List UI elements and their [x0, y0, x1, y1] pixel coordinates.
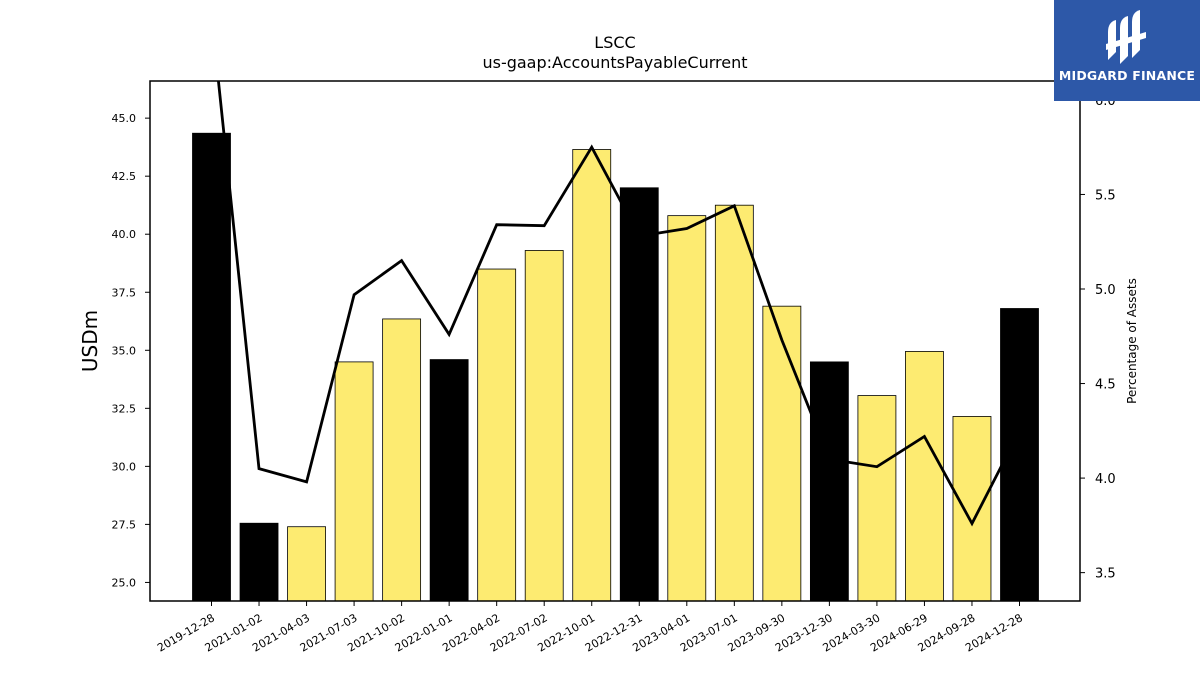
bar-2021-07-03 [334, 361, 374, 601]
bar-2023-07-01 [714, 204, 754, 601]
bar-2023-04-01 [667, 215, 707, 601]
y-tick-label: 37.5 [112, 286, 137, 299]
bar-2021-10-02 [382, 318, 422, 601]
y-tick-label: 25.0 [112, 576, 137, 589]
bar-2024-03-30 [857, 395, 897, 601]
bar-2024-09-28 [952, 416, 992, 601]
y2-tick-label: 5.5 [1095, 188, 1116, 203]
y-tick-label: 42.5 [112, 170, 137, 183]
y-tick-label: 27.5 [112, 518, 137, 531]
bar-2022-04-02 [477, 268, 517, 601]
percentage-line [217, 81, 1021, 527]
chart-title: LSCC [594, 33, 635, 52]
y-tick-label: 40.0 [112, 228, 137, 241]
brand-logo: MIDGARD FINANCE [1054, 0, 1200, 101]
y2-tick-label: 5.0 [1095, 283, 1116, 298]
bar-2022-07-02 [524, 250, 564, 601]
bar-2022-10-01 [572, 149, 612, 601]
bar-2021-01-02 [239, 522, 279, 601]
y-tick-label: 35.0 [112, 344, 137, 357]
chart-subtitle: us-gaap:AccountsPayableCurrent [482, 53, 747, 72]
logo-mark-icon [1106, 10, 1146, 64]
bar-2019-12-28 [192, 132, 231, 601]
bar-2024-06-29 [905, 351, 944, 601]
bars-group [192, 132, 1039, 601]
y2-tick-label: 3.5 [1095, 567, 1116, 582]
bar-2021-04-03 [287, 526, 326, 601]
bar-2023-09-30 [762, 305, 802, 601]
bar-2023-12-30 [809, 361, 849, 601]
y2-tick-label: 4.0 [1095, 472, 1116, 487]
y-axis-label: USDm [78, 310, 102, 372]
y2-axis-label: Percentage of Assets [1125, 278, 1139, 404]
y2-tick-label: 4.5 [1095, 378, 1116, 393]
y-tick-label: 45.0 [112, 112, 137, 125]
bar-2022-12-31 [619, 187, 659, 601]
y-tick-label: 32.5 [112, 402, 137, 415]
logo-text: MIDGARD FINANCE [1058, 68, 1196, 83]
y-tick-label: 30.0 [112, 460, 137, 473]
plot-frame [149, 80, 1081, 602]
line-group [217, 81, 1021, 527]
bar-2022-01-01 [429, 359, 469, 601]
